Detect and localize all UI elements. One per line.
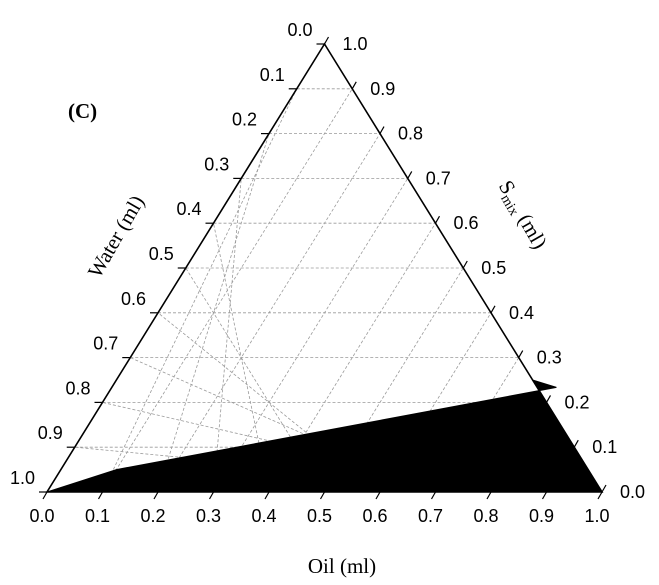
left-tick-label: 0.9 [38,423,63,443]
data-region [46,379,603,493]
right-tick-mark [573,439,579,448]
right-tick-label: 0.7 [426,168,451,188]
right-tick-label: 1.0 [343,34,368,54]
bottom-tick-mark [430,491,437,500]
bottom-tick-label: 0.3 [196,506,221,526]
bottom-tick-mark [97,491,104,500]
bottom-tick-label: 0.6 [362,506,387,526]
right-tick-label: 0.5 [481,258,506,278]
left-tick-label: 0.8 [65,378,90,398]
left-tick-label: 0.4 [176,199,201,219]
left-tick-label: 0.3 [204,154,229,174]
single-phase-region [46,379,603,493]
grid-line [213,178,409,493]
bottom-tick-mark [208,491,215,500]
bottom-tick-label: 0.7 [418,506,443,526]
grid-line [324,267,464,493]
bottom-tick-mark [375,491,381,500]
right-axis-title: Smix (ml) [491,176,552,254]
left-axis-ticks: 0.0 0.1 0.2 0.3 0.4 0.5 0.6 0.7 0.8 0.9 1.0 [10,20,313,488]
bottom-axis-title: Oil (ml) [308,554,376,578]
left-tick-label: 0.5 [149,244,174,264]
left-tick-label: 0.6 [121,289,146,309]
right-tick-label: 0.3 [537,348,562,368]
right-tick-label: 0.9 [370,79,395,99]
right-tick-label: 0.6 [454,213,479,233]
bottom-tick-label: 0.0 [29,506,54,526]
bottom-tick-mark [42,491,48,500]
right-tick-mark [379,126,385,134]
left-tick-label: 0.2 [232,110,257,130]
grid-line [102,88,298,493]
right-tick-mark [323,36,330,45]
right-tick-mark [407,171,413,179]
bottom-tick-mark [541,491,548,500]
right-tick-label: 0.1 [592,437,617,457]
grid-line [185,267,325,493]
tick-marks [39,36,607,500]
bottom-axis-ticks: 0.0 0.1 0.2 0.3 0.4 0.5 0.6 0.7 0.8 0.9 1.0 [29,506,609,526]
bottom-tick-label: 0.4 [251,506,276,526]
left-tick-label: 0.0 [287,20,312,40]
bottom-tick-label: 0.5 [307,506,332,526]
right-tick-mark [545,395,552,403]
right-tick-label: 0.8 [398,124,423,144]
left-tick-label: 0.1 [260,65,285,85]
right-tick-mark [351,81,357,90]
bottom-tick-mark [597,491,603,500]
right-tick-label: 0.0 [620,482,645,502]
bottom-tick-mark [264,491,270,500]
bottom-tick-mark [486,491,492,500]
right-axis-ticks: 0.0 0.1 0.2 0.3 0.4 0.5 0.6 0.7 0.8 0.9 1.0 [343,34,646,502]
bottom-tick-label: 1.0 [584,506,609,526]
right-tick-mark [601,484,607,493]
bottom-tick-label: 0.2 [140,506,165,526]
bottom-tick-mark [319,491,326,500]
right-tick-mark [434,215,441,224]
left-tick-label: 0.7 [93,334,118,354]
right-tick-mark [462,260,468,269]
left-tick-label: 1.0 [10,468,35,488]
panel-label: (C) [68,99,97,123]
bottom-tick-mark [153,491,159,500]
bottom-tick-label: 0.8 [473,506,498,526]
bottom-tick-label: 0.1 [85,506,110,526]
left-axis-title: Water (ml) [83,191,149,282]
right-tick-mark [518,350,524,358]
right-tick-label: 0.4 [509,303,534,323]
right-tick-label: 0.2 [565,392,590,412]
right-tick-mark [490,305,496,314]
bottom-tick-label: 0.9 [529,506,554,526]
grid-line [213,178,242,493]
